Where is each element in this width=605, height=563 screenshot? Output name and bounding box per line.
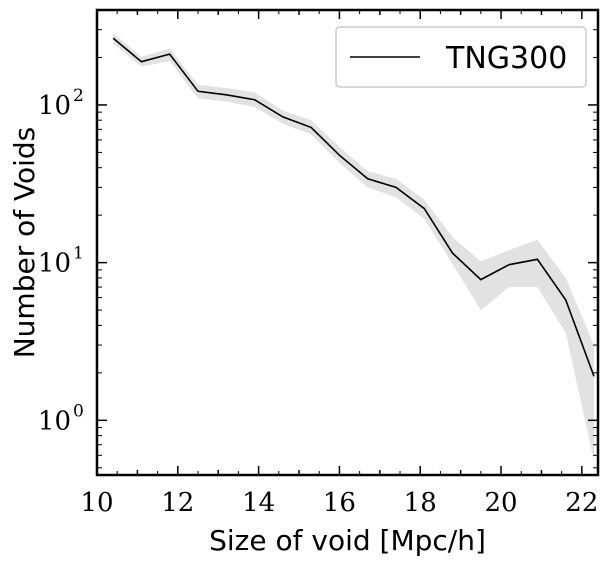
confidence-band-layer (113, 33, 594, 462)
x-axis-title: Size of void [Mpc/h] (209, 524, 486, 557)
y-tick-label-exponent: 1 (73, 244, 84, 264)
y-tick-label: 10 (38, 249, 71, 279)
series-line-tng300 (112, 37, 595, 377)
legend: TNG300 (335, 26, 587, 88)
y-axis-title: Number of Voids (8, 127, 41, 359)
x-tick-label: 12 (161, 488, 194, 518)
x-tick-label: 14 (242, 488, 275, 518)
x-tick-label: 16 (323, 488, 356, 518)
series-line-layer (112, 37, 595, 377)
legend-label-tng300: TNG300 (445, 41, 567, 76)
confidence-band-tng300 (113, 33, 594, 462)
legend-box (335, 26, 587, 88)
y-tick-label-exponent: 0 (73, 401, 84, 421)
y-tick-label: 10 (38, 406, 71, 436)
x-tick-label: 18 (404, 488, 437, 518)
x-tick-label: 22 (565, 488, 598, 518)
plot-frame (95, 8, 600, 477)
x-tick-label: 20 (484, 488, 517, 518)
y-tick-label-exponent: 2 (73, 86, 84, 106)
x-tick-label: 10 (80, 488, 113, 518)
y-tick-label: 10 (38, 91, 71, 121)
